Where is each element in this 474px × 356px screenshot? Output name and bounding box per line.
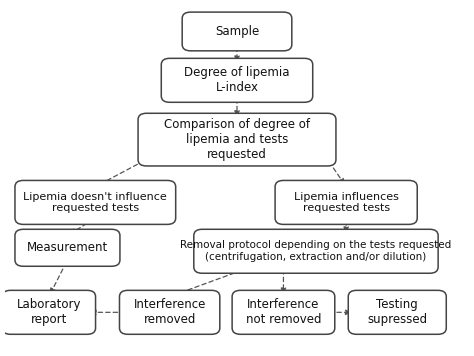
FancyBboxPatch shape — [15, 229, 120, 266]
FancyBboxPatch shape — [182, 12, 292, 51]
Text: Lipemia influences
requested tests: Lipemia influences requested tests — [294, 192, 399, 213]
FancyBboxPatch shape — [15, 180, 176, 224]
Text: Lipemia doesn't influence
requested tests: Lipemia doesn't influence requested test… — [23, 192, 167, 213]
FancyBboxPatch shape — [232, 290, 335, 334]
Text: Interference
not removed: Interference not removed — [246, 298, 321, 326]
Text: Measurement: Measurement — [27, 241, 108, 254]
Text: Comparison of degree of
lipemia and tests
requested: Comparison of degree of lipemia and test… — [164, 118, 310, 161]
FancyBboxPatch shape — [161, 58, 313, 102]
FancyBboxPatch shape — [275, 180, 417, 224]
Text: Laboratory
report: Laboratory report — [17, 298, 81, 326]
Text: Interference
removed: Interference removed — [134, 298, 206, 326]
FancyBboxPatch shape — [348, 290, 446, 334]
Text: Removal protocol depending on the tests requested
(centrifugation, extraction an: Removal protocol depending on the tests … — [180, 240, 452, 262]
FancyBboxPatch shape — [2, 290, 96, 334]
FancyBboxPatch shape — [119, 290, 220, 334]
Text: Sample: Sample — [215, 25, 259, 38]
FancyBboxPatch shape — [194, 229, 438, 273]
Text: Testing
supressed: Testing supressed — [367, 298, 428, 326]
Text: Degree of lipemia
L-index: Degree of lipemia L-index — [184, 66, 290, 94]
FancyBboxPatch shape — [138, 113, 336, 166]
